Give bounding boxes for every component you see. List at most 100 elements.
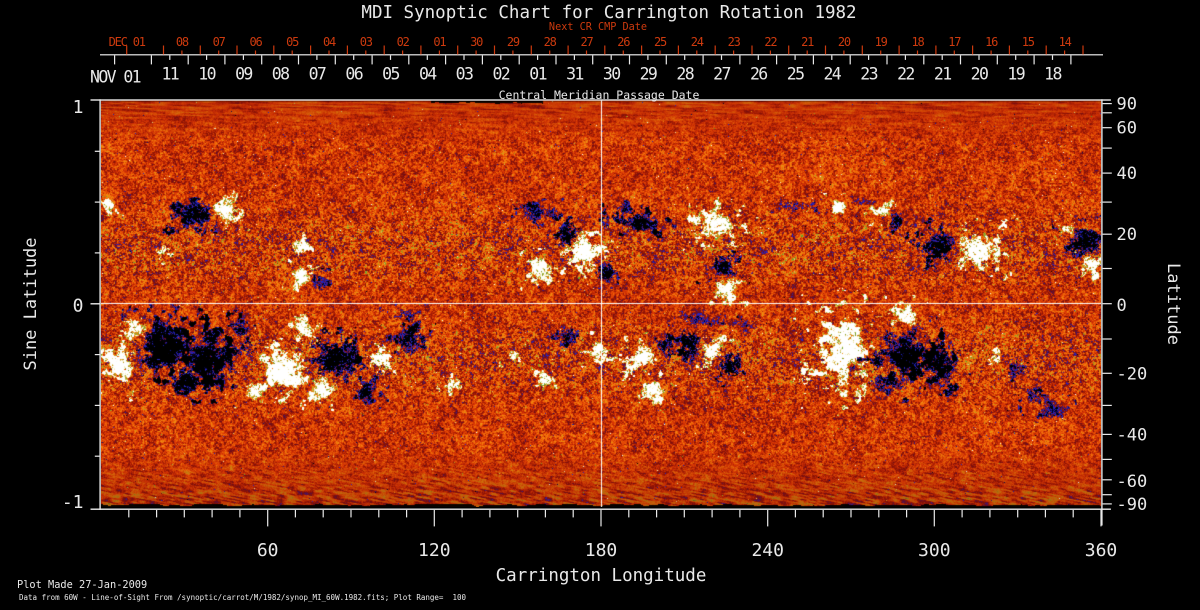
x-tick-label: 120 xyxy=(418,540,451,561)
y-left-tick-label: -1 xyxy=(62,492,84,513)
cmp-day-tick xyxy=(261,55,263,65)
next-cr-halfday-tick xyxy=(512,50,514,55)
y-right-tick-label: 20 xyxy=(1117,225,1137,245)
cmp-halfday-tick xyxy=(831,55,833,60)
next-cr-halfday-tick xyxy=(659,50,661,55)
x-minor-tick xyxy=(906,509,908,518)
cmp-day-label: 09 xyxy=(235,65,252,84)
left-y-axis-title: Sine Latitude xyxy=(21,237,41,371)
cmp-day-label: 19 xyxy=(1007,65,1024,84)
y-right-tick-label: 0 xyxy=(1117,296,1127,316)
x-minor-tick xyxy=(183,509,185,518)
cmp-halfday-tick xyxy=(684,55,686,60)
next-cr-day-tick xyxy=(972,45,974,55)
next-cr-day-tick xyxy=(457,45,459,55)
y-right-tick xyxy=(1102,303,1112,305)
next-cr-day-tick xyxy=(1008,45,1010,55)
x-minor-tick xyxy=(683,509,685,518)
next-cr-day-label: 18 xyxy=(911,35,924,49)
x-minor-tick xyxy=(628,509,630,518)
cmp-month-label: NOV 01 xyxy=(90,68,141,87)
y-left-minor-tick xyxy=(94,150,100,152)
cmp-day-tick xyxy=(114,55,116,65)
next-cr-day-label: 06 xyxy=(249,35,262,49)
y-right-tick-label: -90 xyxy=(1117,495,1148,515)
footer-data-source: Data from 60W - Line-of-Sight From /syno… xyxy=(19,592,467,602)
cmp-day-label: 22 xyxy=(897,65,914,84)
cmp-halfday-tick xyxy=(794,55,796,60)
cmp-day-tick xyxy=(187,55,189,65)
cmp-day-tick xyxy=(224,55,226,65)
y-right-tick xyxy=(1102,372,1112,374)
x-minor-tick xyxy=(572,509,574,518)
next-cr-day-label: 07 xyxy=(213,35,226,49)
next-cr-day-tick xyxy=(567,45,569,55)
chart-title: MDI Synoptic Chart for Carrington Rotati… xyxy=(361,3,857,23)
cmp-halfday-tick xyxy=(573,55,575,60)
x-minor-tick xyxy=(739,509,741,518)
next-cr-day-label: 29 xyxy=(507,35,520,49)
next-cr-halfday-tick xyxy=(365,50,367,55)
next-cr-halfday-tick xyxy=(402,50,404,55)
y-right-tick xyxy=(1102,233,1112,235)
cmp-day-label: 24 xyxy=(823,65,841,84)
cmp-day-tick xyxy=(702,55,704,65)
y-left-tick-label: 1 xyxy=(73,97,84,118)
y-right-tick-label: 90 xyxy=(1117,95,1137,115)
y-left-major-tick xyxy=(90,303,100,305)
cmp-day-tick xyxy=(481,55,483,65)
next-cr-day-tick xyxy=(310,45,312,55)
next-cr-day-tick xyxy=(493,45,496,55)
cmp-day-label: 28 xyxy=(676,65,693,84)
next-cr-day-tick xyxy=(530,45,532,55)
next-cr-halfday-tick xyxy=(218,50,220,55)
y-left-minor-tick xyxy=(94,354,100,356)
y-right-tick xyxy=(1102,201,1112,203)
x-minor-tick xyxy=(517,509,519,518)
y-right-tick xyxy=(1102,494,1112,496)
cmp-day-tick xyxy=(886,55,888,65)
x-minor-tick xyxy=(794,509,796,518)
next-cr-day-label: 26 xyxy=(617,35,630,49)
next-cr-halfday-tick xyxy=(733,50,735,55)
cmp-halfday-tick xyxy=(720,55,723,60)
y-right-tick xyxy=(1102,404,1112,406)
cmp-day-tick xyxy=(1033,55,1035,65)
cmp-halfday-tick xyxy=(941,55,943,60)
cmp-day-label: 26 xyxy=(750,65,767,84)
cmp-halfday-tick xyxy=(757,55,759,60)
right-axis-line xyxy=(1101,99,1103,526)
cmp-day-tick xyxy=(371,55,373,65)
cmp-halfday-tick xyxy=(500,55,502,60)
x-minor-tick xyxy=(711,509,713,518)
y-right-tick xyxy=(1102,103,1112,105)
cmp-day-label: 25 xyxy=(787,65,804,84)
x-minor-tick xyxy=(822,509,824,518)
cmp-day-tick xyxy=(628,55,631,65)
cmp-day-label: 30 xyxy=(603,65,620,84)
x-minor-tick xyxy=(294,509,296,518)
next-cr-day-tick xyxy=(199,45,201,55)
next-cr-day-tick xyxy=(824,45,827,55)
y-right-tick-label: -40 xyxy=(1117,425,1148,445)
next-cr-day-tick xyxy=(420,45,422,55)
next-cr-day-label: 25 xyxy=(654,35,667,49)
cmp-day-tick xyxy=(1070,55,1072,65)
next-cr-day-label: 19 xyxy=(875,35,888,49)
cmp-day-label: 06 xyxy=(345,65,362,84)
next-cr-day-tick xyxy=(1082,45,1084,55)
y-right-tick-label: -60 xyxy=(1117,472,1148,492)
cmp-halfday-tick xyxy=(1015,55,1017,60)
cmp-day-tick xyxy=(150,55,152,65)
x-minor-tick xyxy=(406,509,408,518)
x-minor-tick xyxy=(461,509,463,518)
next-cr-day-label: 24 xyxy=(691,35,704,49)
cmp-day-tick xyxy=(739,55,741,65)
next-cr-day-label: 02 xyxy=(397,35,410,49)
y-right-tick xyxy=(1102,127,1112,129)
next-cr-month-label: DEC 01 xyxy=(109,35,146,49)
y-right-tick-label: -20 xyxy=(1117,364,1148,384)
next-cr-day-label: 01 xyxy=(433,35,446,49)
x-minor-tick xyxy=(850,509,852,518)
next-cr-day-label: 14 xyxy=(1059,35,1072,49)
